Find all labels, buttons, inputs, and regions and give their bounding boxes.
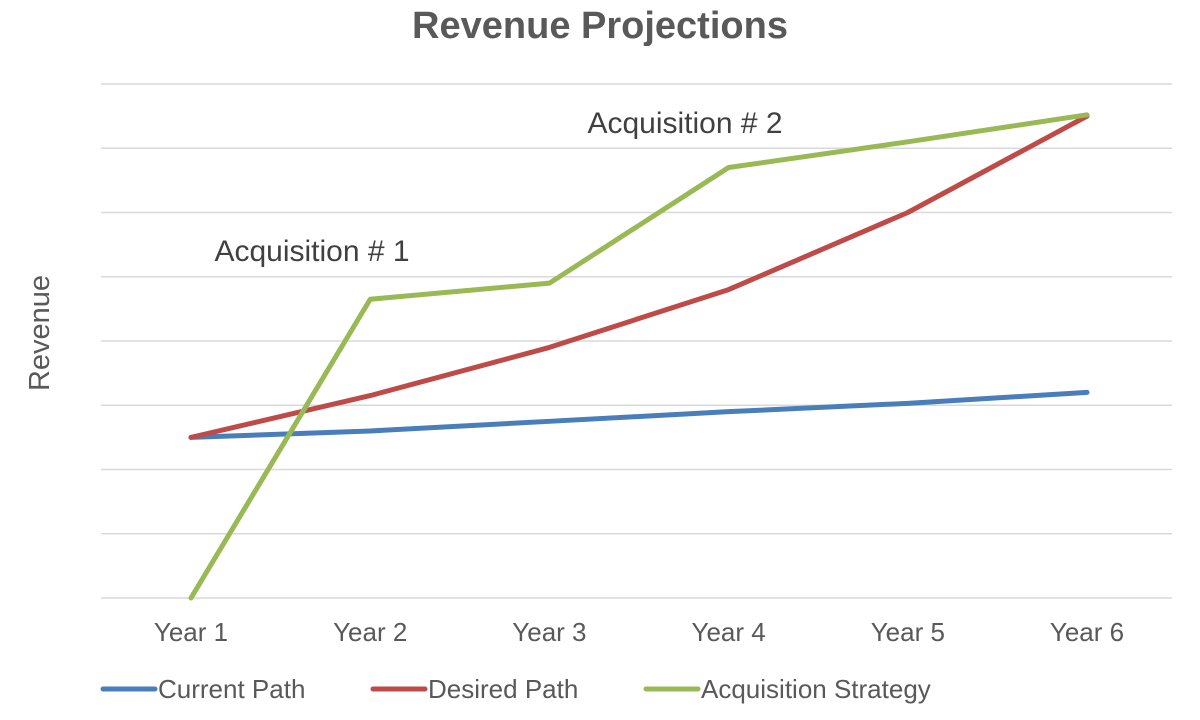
x-tick-label: Year 3 (512, 617, 586, 647)
x-tick-label: Year 2 (333, 617, 407, 647)
legend: Current Path Desired Path Acquisition Stra… (100, 674, 931, 704)
x-tick-label: Year 6 (1050, 617, 1124, 647)
series-line-current-path (188, 389, 1090, 440)
series-line-acquisition-strategy (188, 112, 1090, 601)
legend-label: Desired Path (428, 674, 578, 704)
y-axis-title: Revenue (24, 275, 56, 391)
x-axis-tick-labels: Year 1 Year 2 Year 3 Year 4 Year 5 Year 6 (154, 617, 1124, 647)
annotation-acquisition-1: Acquisition # 1 (214, 235, 409, 268)
chart-title: Revenue Projections (412, 5, 788, 47)
x-tick-label: Year 5 (871, 617, 945, 647)
legend-label: Acquisition Strategy (701, 674, 931, 704)
legend-label: Current Path (158, 674, 305, 704)
series-layer (188, 112, 1090, 601)
x-tick-label: Year 1 (154, 617, 228, 647)
gridlines (101, 83, 1172, 599)
x-tick-label: Year 4 (691, 617, 765, 647)
series-line-desired-path (188, 113, 1090, 440)
annotation-acquisition-2: Acquisition # 2 (587, 107, 782, 140)
